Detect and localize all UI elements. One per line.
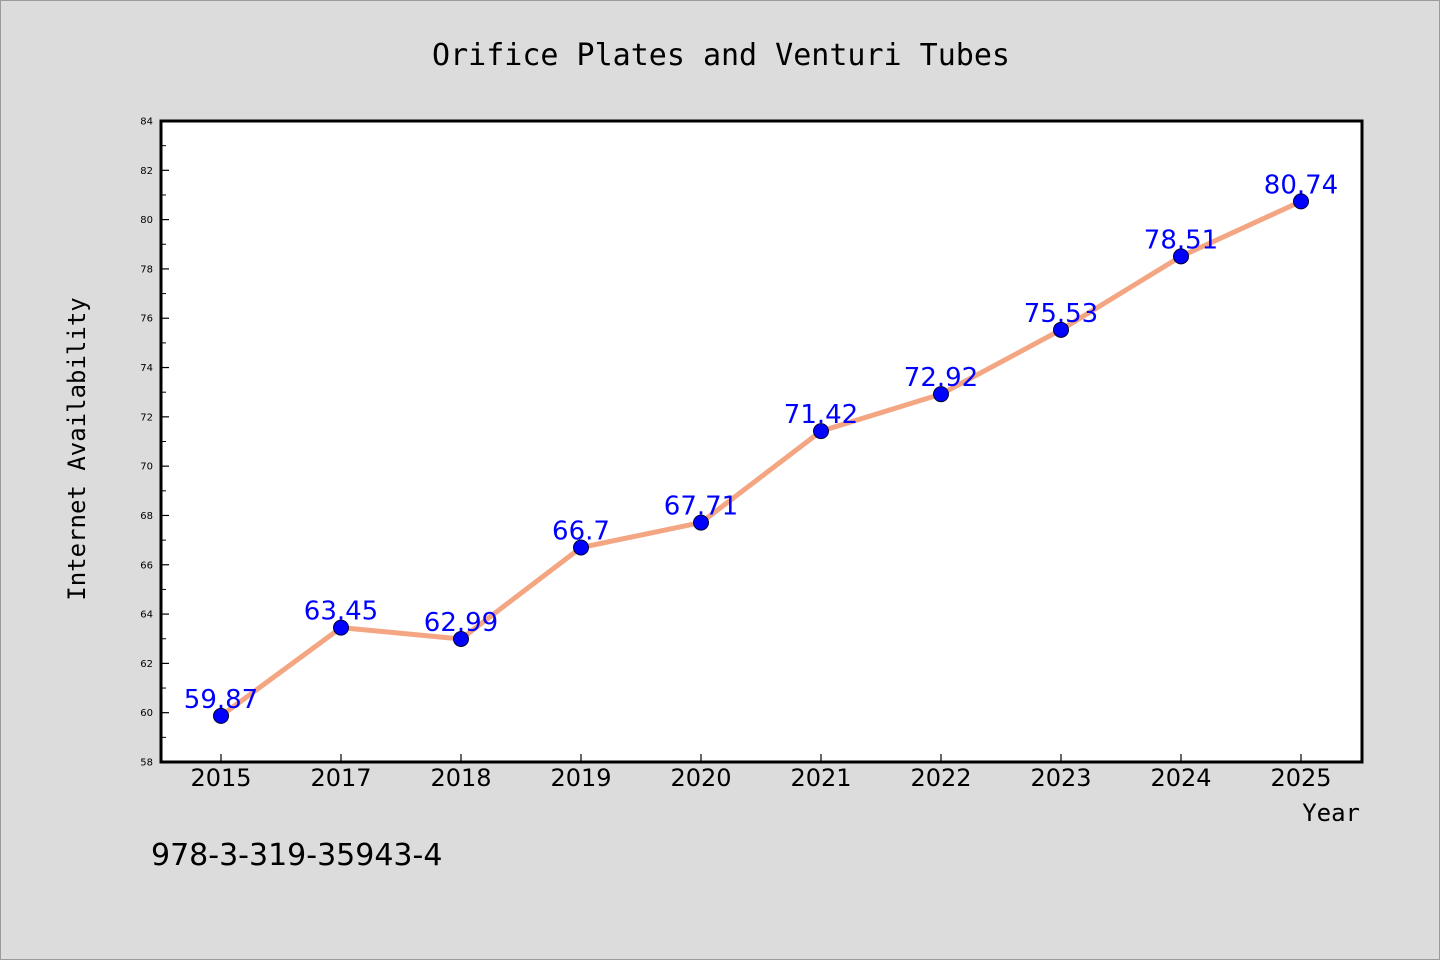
- y-tick-label: 78: [140, 264, 153, 275]
- y-tick-label: 66: [140, 560, 153, 571]
- x-tick-label: 2022: [910, 764, 971, 792]
- data-point: [213, 707, 229, 724]
- x-tick-label: 2018: [430, 764, 491, 792]
- data-label: 80.74: [1264, 170, 1338, 200]
- y-axis: 58 60 62 64 66 68 70 72 74 76 78 80 82 84: [140, 117, 169, 769]
- y-tick-label: 74: [140, 363, 153, 374]
- y-axis-title: Internet Availability: [63, 297, 91, 600]
- data-label: 72.92: [904, 363, 978, 393]
- data-point: [933, 386, 949, 403]
- x-tick-label: 2023: [1030, 764, 1091, 792]
- data-point: [693, 514, 709, 531]
- x-tick-label: 2025: [1270, 764, 1331, 792]
- data-label: 66.7: [552, 517, 610, 547]
- series-markers: [213, 193, 1309, 724]
- plot-area: [159, 119, 1364, 764]
- chart-title: Orifice Plates and Venturi Tubes: [432, 38, 1010, 73]
- series-line: [218, 198, 1304, 719]
- y-tick-label: 62: [140, 659, 153, 670]
- x-tick-label: 2019: [550, 764, 611, 792]
- x-tick-label: 2015: [190, 764, 251, 792]
- data-label: 63.45: [304, 597, 378, 627]
- data-labels: 59.87 63.45 62.99 66.7 67.71 71.42 72.92 75.53 7…: [184, 170, 1338, 715]
- x-axis-title: Year: [1302, 799, 1360, 827]
- data-point: [1293, 193, 1309, 210]
- x-tick-label: 2024: [1150, 764, 1211, 792]
- data-point: [1173, 248, 1189, 265]
- isbn-text: 978-3-319-35943-4: [151, 838, 442, 873]
- data-label: 67.71: [664, 492, 738, 522]
- y-tick-label: 84: [140, 117, 153, 128]
- data-label: 59.87: [184, 685, 258, 715]
- data-label: 71.42: [784, 400, 858, 430]
- data-label: 62.99: [424, 608, 498, 638]
- y-tick-label: 58: [140, 758, 153, 769]
- x-tick-label: 2021: [790, 764, 851, 792]
- y-tick-label: 82: [140, 166, 153, 177]
- data-label: 78.51: [1144, 225, 1218, 255]
- y-tick-label: 68: [140, 511, 153, 522]
- y-tick-label: 64: [140, 610, 153, 621]
- data-point: [813, 423, 829, 440]
- x-tick-label: 2017: [310, 764, 371, 792]
- y-tick-label: 80: [140, 215, 153, 226]
- y-tick-label: 72: [140, 412, 153, 423]
- y-tick-label: 70: [140, 462, 153, 473]
- data-label: 75.53: [1024, 299, 1098, 329]
- data-point: [453, 630, 469, 647]
- y-tick-label: 60: [140, 708, 153, 719]
- data-point: [333, 619, 349, 636]
- y-tick-label: 76: [140, 314, 153, 325]
- x-axis: 2015 2017 2018 2019 2020 2021 2022 2023 2024 2025: [190, 754, 1332, 792]
- data-point: [573, 539, 589, 556]
- x-tick-label: 2020: [670, 764, 731, 792]
- data-point: [1053, 321, 1069, 338]
